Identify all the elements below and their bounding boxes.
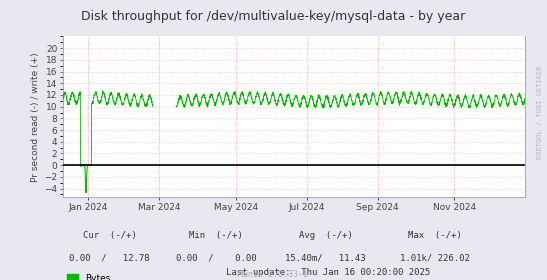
Text: Cur  (-/+): Cur (-/+) — [83, 231, 136, 240]
Text: 1.01k/ 226.02: 1.01k/ 226.02 — [400, 253, 470, 262]
Y-axis label: Pr second read (-) / write (+): Pr second read (-) / write (+) — [31, 52, 40, 182]
Text: 15.40m/   11.43: 15.40m/ 11.43 — [285, 253, 366, 262]
Text: Last update:  Thu Jan 16 00:20:00 2025: Last update: Thu Jan 16 00:20:00 2025 — [226, 268, 430, 277]
Text: Disk throughput for /dev/multivalue-key/mysql-data - by year: Disk throughput for /dev/multivalue-key/… — [82, 10, 465, 23]
Text: RRDTOOL / TOBI OETIKER: RRDTOOL / TOBI OETIKER — [537, 65, 543, 159]
Text: 0.00  /   12.78: 0.00 / 12.78 — [69, 253, 150, 262]
Text: Avg  (-/+): Avg (-/+) — [299, 231, 352, 240]
Text: Min  (-/+): Min (-/+) — [189, 231, 243, 240]
Legend: Bytes: Bytes — [67, 274, 111, 280]
Text: Max  (-/+): Max (-/+) — [408, 231, 462, 240]
Text: 0.00  /    0.00: 0.00 / 0.00 — [176, 253, 257, 262]
Text: Munin 2.0.33-1: Munin 2.0.33-1 — [238, 270, 309, 279]
